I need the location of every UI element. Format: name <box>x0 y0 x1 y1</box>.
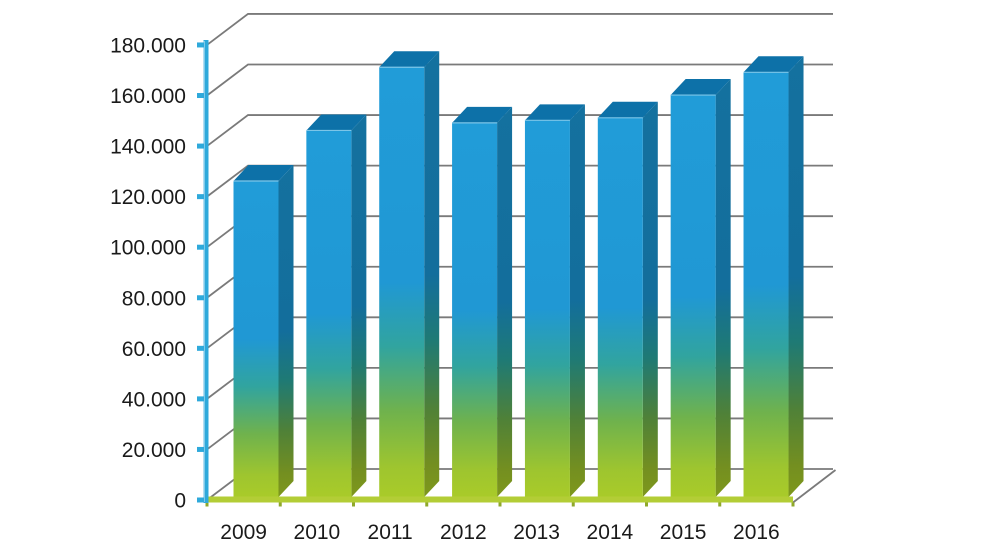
gridline-140.000 <box>206 114 833 147</box>
y-tick-label-20.000: 20.000 <box>122 439 186 462</box>
bar-top-2014 <box>597 101 658 118</box>
bar-2016 <box>743 72 789 498</box>
floor-right-edge <box>792 469 837 504</box>
bar-side-2014 <box>642 101 658 498</box>
x-tick-label-2011: 2011 <box>368 521 413 544</box>
bar-2014 <box>597 117 643 498</box>
y-tick-label-0: 0 <box>174 490 186 513</box>
gridline-0 <box>206 468 833 501</box>
x-axis-tick-3 <box>425 502 429 507</box>
gridline-180.000 <box>206 13 833 46</box>
x-axis-tick-7 <box>718 502 722 507</box>
bar-2012 <box>452 122 498 497</box>
x-tick-label-2009: 2009 <box>220 521 267 544</box>
bar-top-2009 <box>233 165 294 181</box>
y-tick-label-100.000: 100.000 <box>110 237 186 260</box>
bar-2010 <box>306 130 352 497</box>
bar-top-2015 <box>670 79 731 96</box>
gridline-40.000 <box>206 366 833 400</box>
y-tick-label-180.000: 180.000 <box>110 34 186 57</box>
gridline-20.000 <box>206 417 833 451</box>
x-axis-tick-1 <box>278 502 282 507</box>
x-tick-label-2015: 2015 <box>660 521 707 544</box>
y-tick-label-40.000: 40.000 <box>122 388 186 411</box>
x-axis-tick-2 <box>352 502 355 507</box>
x-axis-floor <box>207 496 793 503</box>
x-axis-tick-8 <box>791 502 795 507</box>
bar-2009 <box>233 181 279 497</box>
gridline-60.000 <box>206 316 833 350</box>
bar-2011 <box>379 67 425 498</box>
bar-top-2010 <box>306 114 367 131</box>
gridline-120.000 <box>206 164 833 198</box>
x-tick-label-2012: 2012 <box>440 521 487 544</box>
gridline-80.000 <box>206 265 833 299</box>
y-tick-label-60.000: 60.000 <box>122 338 186 361</box>
y-tick-label-140.000: 140.000 <box>110 136 186 159</box>
bar-side-2011 <box>424 51 440 498</box>
bar-side-2009 <box>278 165 294 497</box>
x-axis-tick-4 <box>498 502 502 507</box>
x-tick-label-2016: 2016 <box>733 521 780 544</box>
y-tick-label-160.000: 160.000 <box>110 85 186 108</box>
bar-top-2012 <box>452 106 513 123</box>
bar-side-2012 <box>497 106 513 497</box>
bar-top-2013 <box>524 104 585 121</box>
bar-side-2016 <box>788 56 804 498</box>
x-tick-label-2010: 2010 <box>294 521 341 544</box>
gridline-100.000 <box>206 215 833 248</box>
y-tick-label-80.000: 80.000 <box>122 287 186 310</box>
bar-side-2010 <box>351 114 367 497</box>
x-tick-label-2013: 2013 <box>513 521 560 544</box>
y-tick-label-120.000: 120.000 <box>110 186 186 209</box>
gridline-160.000 <box>206 63 833 97</box>
y-axis <box>203 40 209 503</box>
x-axis-tick-6 <box>645 502 648 507</box>
x-axis-tick-5 <box>571 502 575 507</box>
bar-side-2013 <box>569 104 585 497</box>
x-tick-label-2014: 2014 <box>587 521 634 544</box>
bar-2013 <box>524 120 570 497</box>
bar-top-2016 <box>743 56 804 73</box>
bar-side-2015 <box>715 79 731 497</box>
x-axis-tick-0 <box>205 502 209 507</box>
bar-top-2011 <box>379 51 440 68</box>
bar-2015 <box>670 95 716 497</box>
